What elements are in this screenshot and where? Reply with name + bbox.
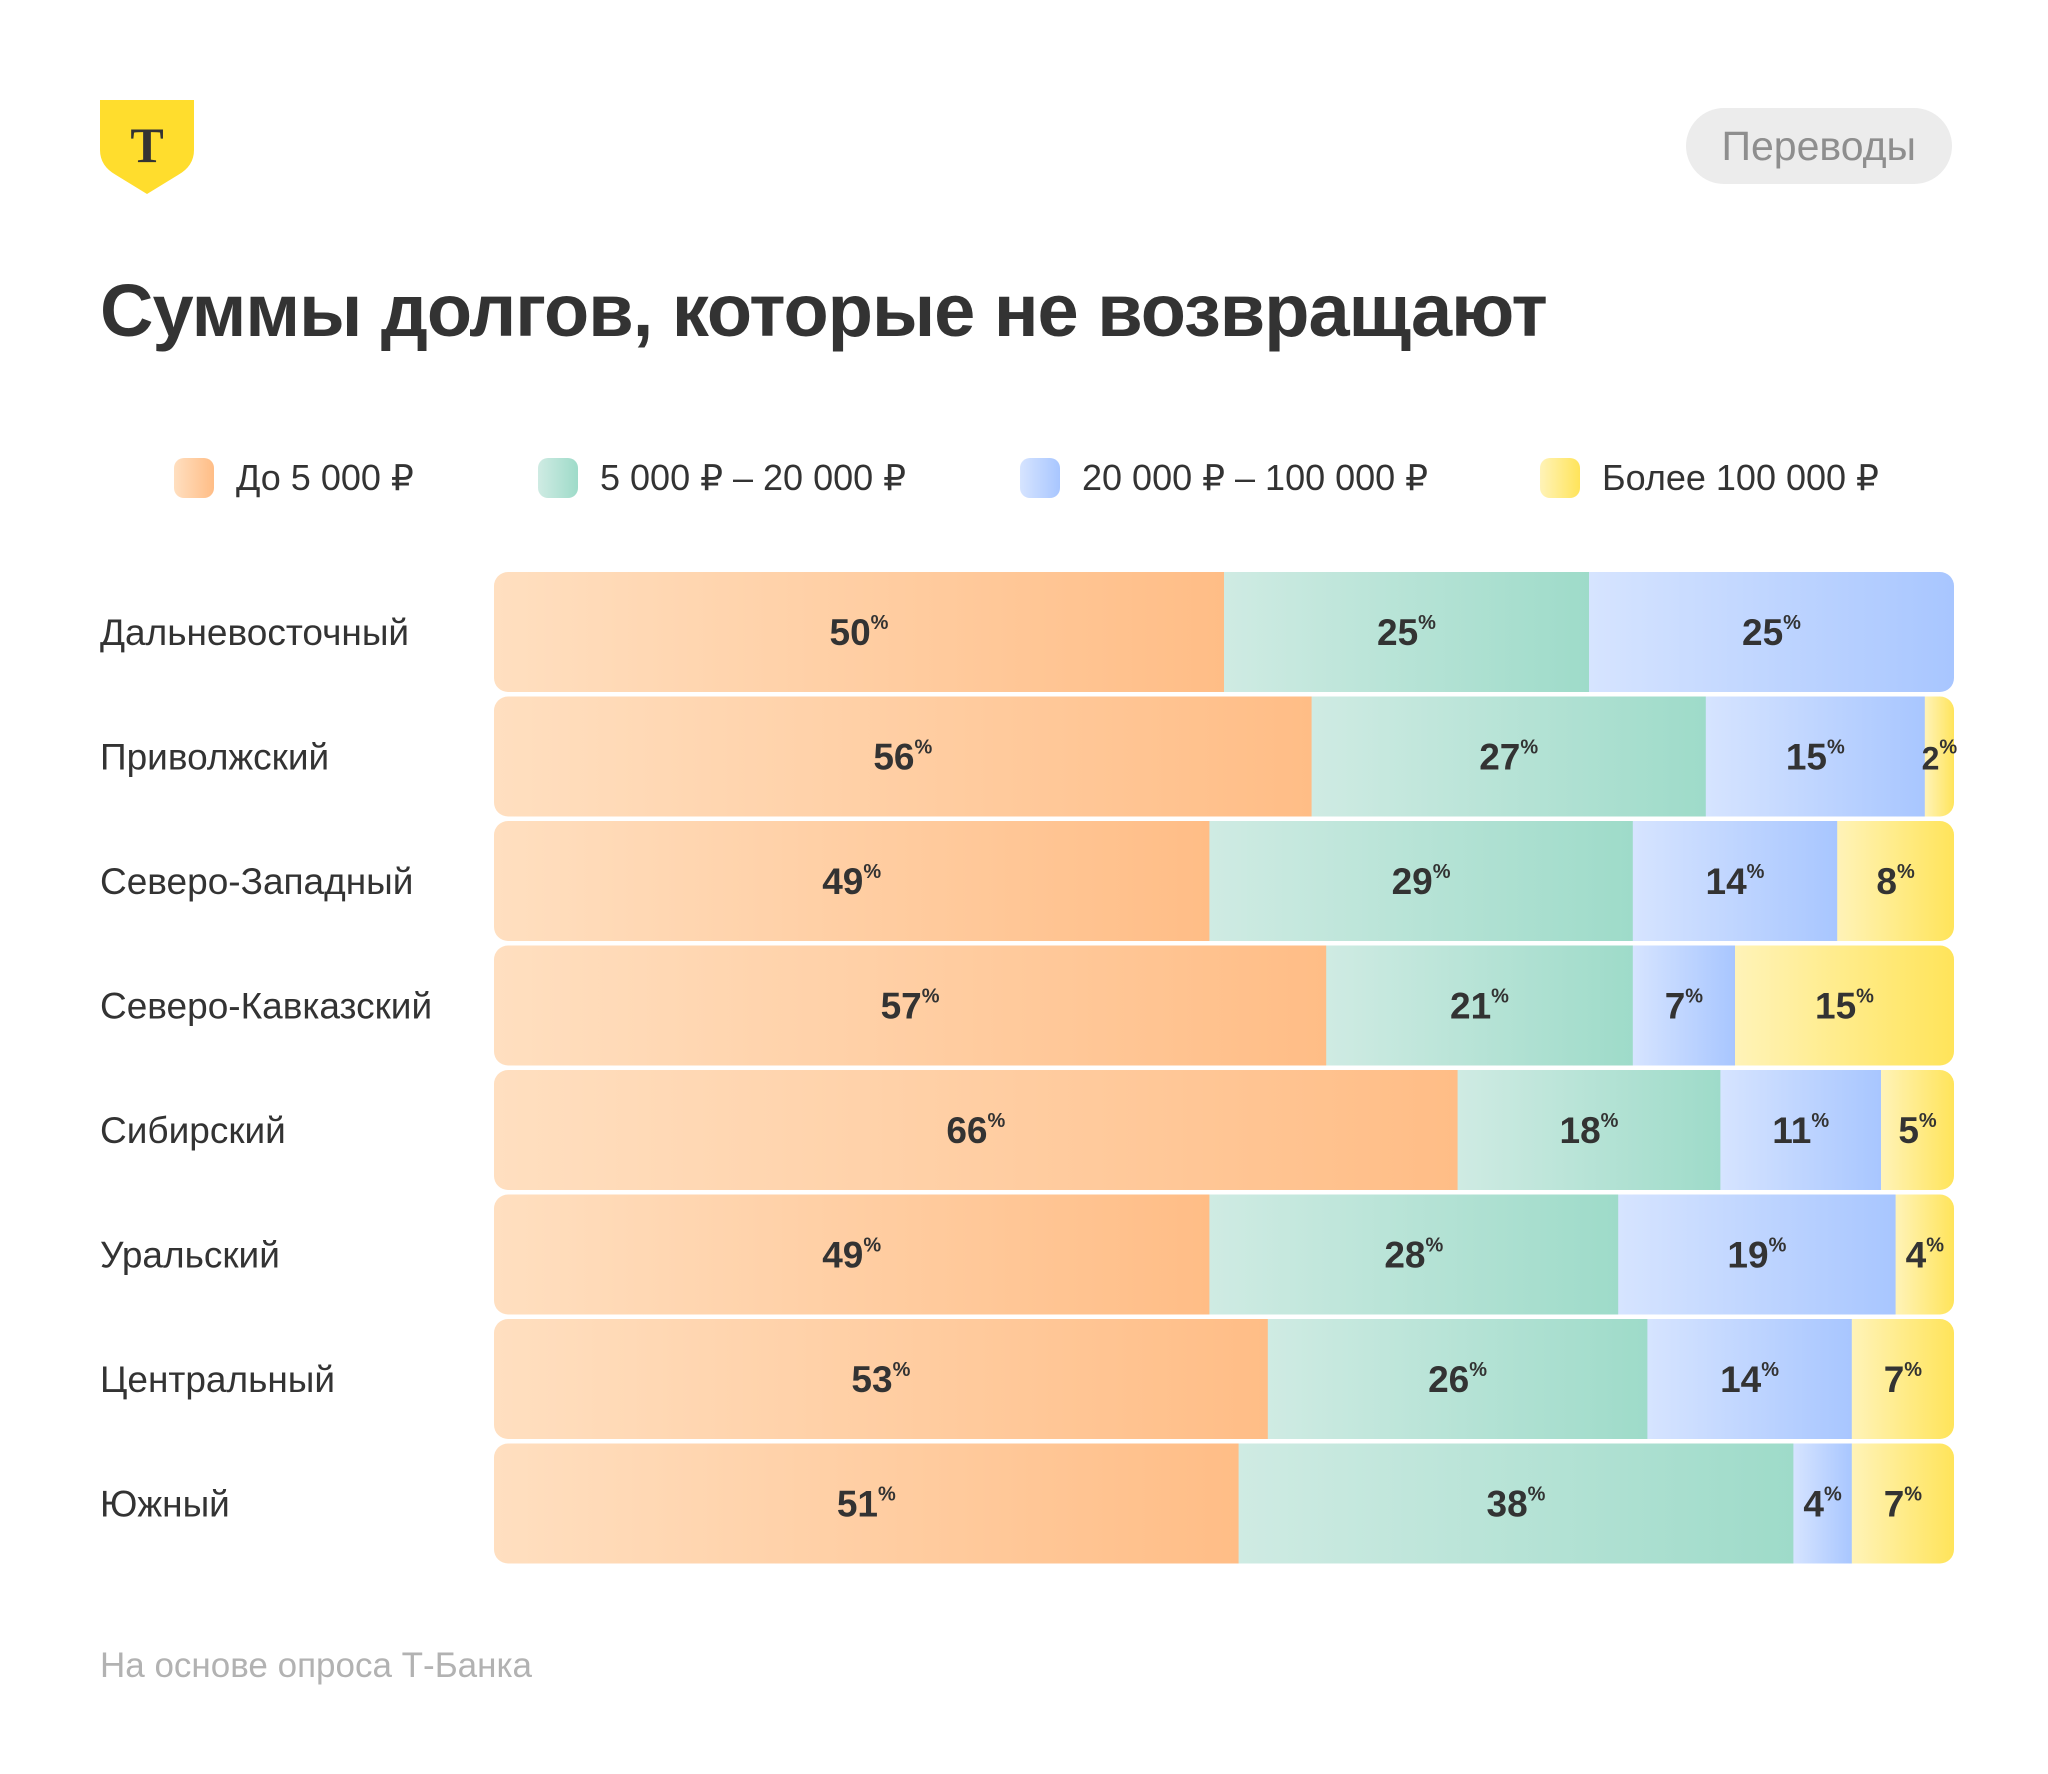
bar-segment-20000-100000 (1793, 1443, 1853, 1564)
bar-segment-over-100000 (1851, 1319, 1954, 1439)
data-label: 38% (1487, 1484, 1546, 1525)
data-label: 25% (1377, 612, 1436, 653)
data-label: 15% (1786, 737, 1845, 778)
data-label: 4% (1803, 1484, 1842, 1525)
data-label: 26% (1428, 1359, 1487, 1400)
data-label: 28% (1384, 1235, 1443, 1276)
legend-label-5000-20000: 5 000 ₽ – 20 000 ₽ (600, 457, 907, 498)
category-label: Дальневосточный (100, 612, 409, 653)
bar-segment-20000-100000 (1589, 572, 1954, 692)
data-label: 49% (822, 1235, 881, 1276)
bar-segment-over-100000 (1881, 1070, 1954, 1190)
footnote: На основе опроса Т-Банка (100, 1646, 532, 1685)
legend-label-upto-5000: До 5 000 ₽ (236, 457, 414, 498)
bar-row (494, 1319, 1954, 1439)
data-label: 7% (1884, 1484, 1923, 1525)
data-label: 4% (1906, 1235, 1945, 1276)
data-label: 2% (1922, 737, 1958, 777)
bar-segment-5000-20000 (1209, 1194, 1619, 1315)
t-bank-logo: Т (100, 100, 194, 194)
bar-segment-20000-100000 (1647, 1319, 1853, 1439)
bar-segment-5000-20000 (1238, 1443, 1794, 1564)
bar-row (494, 1070, 1954, 1190)
data-label: 57% (881, 986, 940, 1027)
data-label: 27% (1479, 737, 1538, 778)
legend-item-5000-20000: 5 000 ₽ – 20 000 ₽ (538, 448, 906, 508)
bar-segment-5000-20000 (1267, 1319, 1648, 1439)
legend-label-20000-100000: 20 000 ₽ – 100 000 ₽ (1082, 457, 1429, 498)
category-label: Южный (100, 1484, 230, 1525)
bar-segment-5000-20000 (1311, 696, 1707, 817)
bar-segment-upto-5000 (494, 572, 1225, 692)
category-tag-label: Переводы (1721, 122, 1917, 169)
bar-segment-upto-5000 (494, 1070, 1459, 1190)
data-label: 56% (873, 737, 932, 778)
data-label: 19% (1727, 1235, 1786, 1276)
data-label: 25% (1742, 612, 1801, 653)
data-label: 21% (1450, 986, 1509, 1027)
bar-row (494, 696, 1954, 817)
bar-row (494, 821, 1954, 941)
legend-item-20000-100000: 20 000 ₽ – 100 000 ₽ (1020, 448, 1428, 508)
data-label: 7% (1665, 986, 1704, 1027)
bar-row (494, 1194, 1954, 1315)
category-tag: Переводы (1685, 108, 1952, 184)
legend-swatch-upto-5000 (174, 458, 214, 498)
bar-segment-upto-5000 (494, 945, 1327, 1066)
data-label: 53% (851, 1359, 910, 1400)
bar-segment-20000-100000 (1632, 945, 1736, 1066)
category-label: Сибирский (100, 1110, 286, 1151)
bar-row (494, 572, 1954, 692)
data-label: 14% (1720, 1359, 1779, 1400)
bar-segment-20000-100000 (1632, 821, 1838, 941)
data-label: 50% (830, 612, 889, 653)
legend-swatch-over-100000 (1540, 458, 1580, 498)
chart-legend: До 5 000 ₽ 5 000 ₽ – 20 000 ₽ 20 000 ₽ –… (174, 448, 1954, 508)
bar-row (494, 945, 1954, 1066)
bar-segment-5000-20000 (1224, 572, 1590, 692)
bar-segment-over-100000 (1837, 821, 1954, 941)
bar-segment-upto-5000 (494, 1443, 1240, 1564)
bar-segment-5000-20000 (1326, 945, 1634, 1066)
legend-swatch-20000-100000 (1020, 458, 1060, 498)
data-label: 7% (1884, 1359, 1923, 1400)
bar-segment-upto-5000 (494, 1319, 1269, 1439)
bar-segment-20000-100000 (1618, 1194, 1897, 1315)
bar-segment-upto-5000 (494, 1194, 1210, 1315)
category-label: Северо-Кавказский (100, 986, 432, 1027)
bar-segment-20000-100000 (1720, 1070, 1882, 1190)
chart-title: Суммы долгов, которые не возвращают (100, 269, 1548, 352)
bar-row (494, 1443, 1954, 1564)
legend-item-over-100000: Более 100 000 ₽ (1540, 448, 1879, 508)
category-label: Северо-Западный (100, 861, 413, 902)
data-label: 15% (1815, 986, 1874, 1027)
category-label: Приволжский (100, 737, 329, 778)
bar-segment-5000-20000 (1209, 821, 1634, 941)
bar-segment-over-100000 (1735, 945, 1954, 1066)
category-label: Уральский (100, 1235, 280, 1276)
bar-segment-20000-100000 (1705, 696, 1926, 817)
bar-segment-over-100000 (1924, 696, 1954, 817)
bar-segment-over-100000 (1895, 1194, 1954, 1315)
data-label: 49% (822, 861, 881, 902)
logo-letter: Т (130, 117, 163, 173)
t-bank-shield-icon: Т (100, 100, 194, 194)
data-label: 8% (1876, 861, 1915, 902)
category-label: Центральный (100, 1359, 335, 1400)
data-label: 11% (1772, 1110, 1829, 1151)
legend-label-over-100000: Более 100 000 ₽ (1602, 457, 1879, 498)
data-label: 14% (1706, 861, 1765, 902)
data-label: 66% (946, 1110, 1005, 1151)
bar-segment-upto-5000 (494, 821, 1210, 941)
legend-swatch-5000-20000 (538, 458, 578, 498)
bar-segment-over-100000 (1851, 1443, 1954, 1564)
bar-segment-5000-20000 (1457, 1070, 1721, 1190)
data-label: 51% (837, 1484, 896, 1525)
data-label: 29% (1392, 861, 1451, 902)
data-label: 5% (1898, 1110, 1937, 1151)
legend-item-upto-5000: До 5 000 ₽ (174, 448, 414, 508)
bar-segment-upto-5000 (494, 696, 1313, 817)
data-label: 18% (1560, 1110, 1619, 1151)
